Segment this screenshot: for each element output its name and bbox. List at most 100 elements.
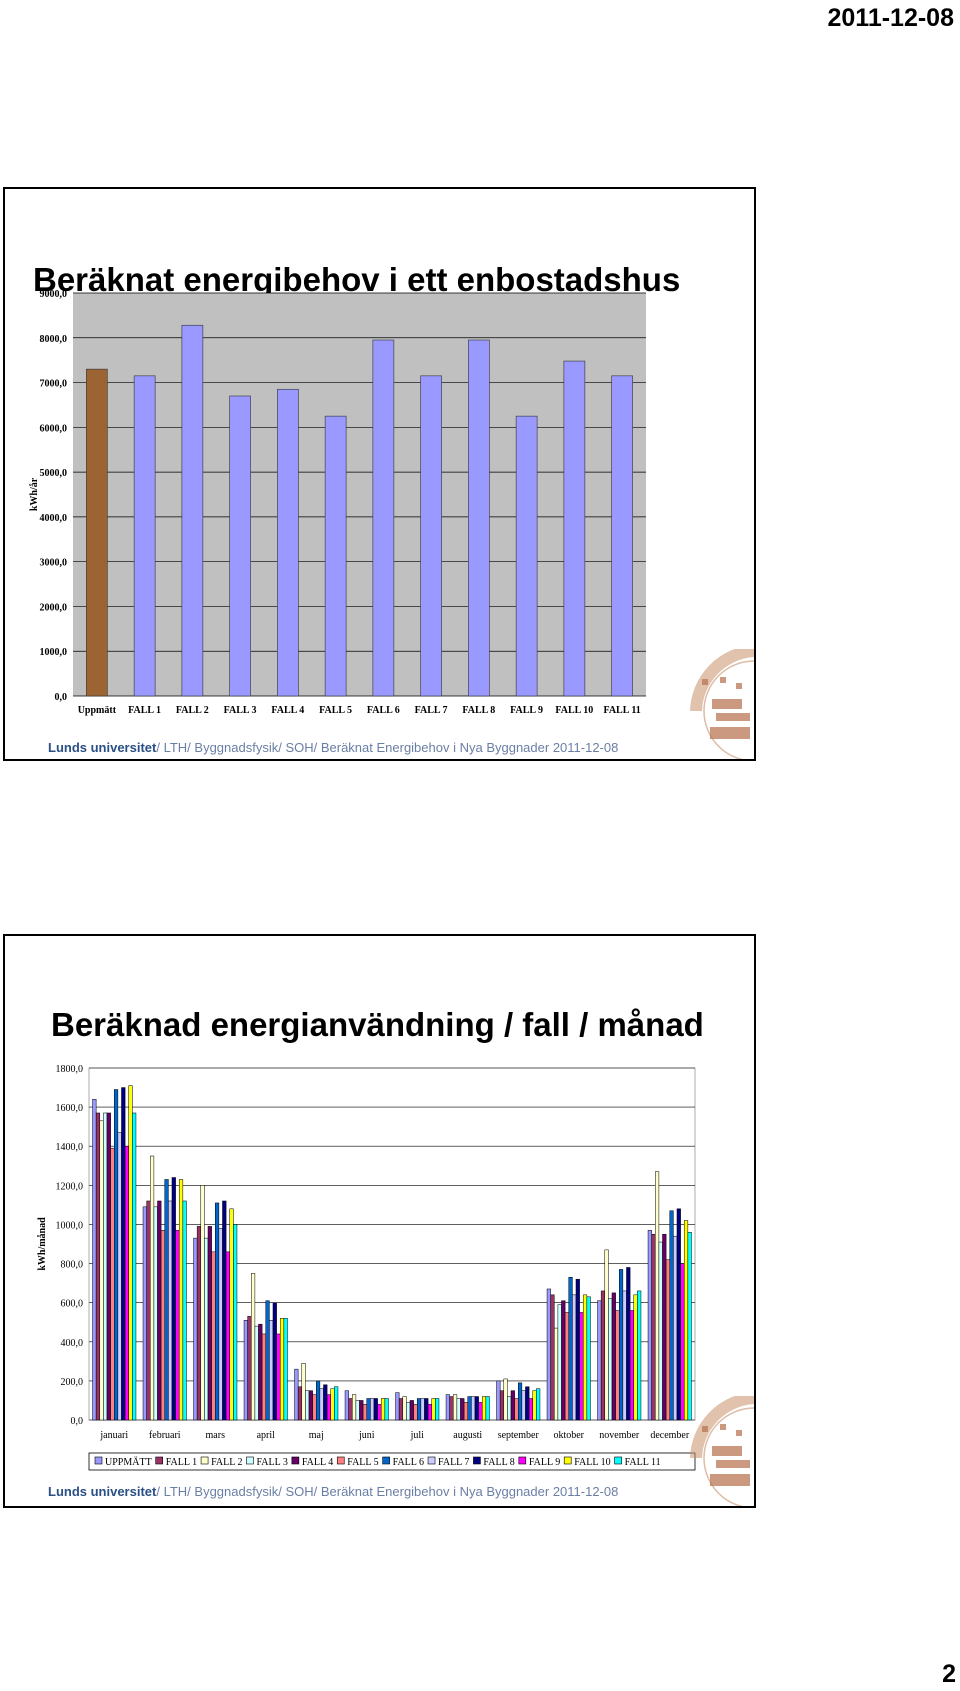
footer-path: / LTH/ Byggnadsfysik/ SOH/ Beräknat Ener… (156, 1484, 619, 1499)
y-tick-label: 600,0 (61, 1299, 84, 1310)
legend-swatch (155, 1456, 163, 1465)
y-tick-label: 6000,0 (40, 423, 68, 434)
bar (305, 1390, 310, 1421)
bar (330, 1388, 335, 1421)
x-tick-label: september (498, 1430, 540, 1441)
legend-label: FALL 8 (483, 1457, 514, 1468)
y-tick-label: 2000,0 (40, 602, 68, 613)
bar (463, 1402, 468, 1421)
x-tick-label: FALL 4 (271, 705, 304, 716)
bar (150, 1155, 155, 1421)
legend-label: UPPMÄTT (105, 1456, 152, 1468)
bar (474, 1396, 479, 1421)
bar (485, 1396, 490, 1421)
plot-area (88, 1067, 696, 1421)
bar (193, 1237, 198, 1421)
bar (435, 1398, 440, 1421)
bar (384, 1398, 389, 1421)
bar (324, 415, 347, 697)
bar (370, 1398, 375, 1421)
bar (326, 1394, 331, 1421)
slide-footer: Lunds universitet/ LTH/ Byggnadsfysik/ S… (48, 1484, 618, 1499)
bar (380, 1398, 386, 1421)
bar (554, 1327, 559, 1421)
bar (417, 1398, 422, 1421)
plot-area (73, 293, 646, 696)
bar (279, 1318, 285, 1421)
bar (518, 1382, 523, 1421)
bar (99, 1120, 104, 1421)
bar (622, 1290, 627, 1421)
y-tick-label: 1800,0 (56, 1064, 84, 1075)
footer-org: Lunds universitet (48, 740, 157, 755)
legend-swatch (518, 1456, 527, 1465)
bar (532, 1390, 537, 1421)
bar (564, 1312, 570, 1421)
legend-box (88, 1452, 696, 1471)
x-tick-label: FALL 9 (510, 705, 543, 716)
legend-label: FALL 7 (438, 1457, 469, 1468)
bar (563, 360, 586, 697)
bar (637, 1290, 642, 1421)
bar (218, 1228, 223, 1421)
bar (316, 1380, 321, 1421)
legend-swatch (563, 1456, 572, 1465)
bar (424, 1398, 429, 1421)
bar (276, 1333, 281, 1421)
bar (467, 1396, 472, 1421)
bar (468, 339, 490, 697)
bar (409, 1400, 414, 1421)
bar (95, 1112, 101, 1421)
bar (431, 1398, 436, 1421)
y-tick-label: 5000,0 (40, 468, 68, 479)
x-tick-label: FALL 5 (319, 705, 352, 716)
bar (348, 1398, 353, 1421)
y-tick-label: 200,0 (61, 1377, 84, 1388)
bar (160, 1230, 165, 1421)
bar (561, 1300, 566, 1421)
y-tick-label: 1200,0 (56, 1181, 84, 1192)
bar (344, 1390, 349, 1421)
slide-annual-energy: Beräknat energibehov i ett enbostadshus … (3, 187, 756, 761)
legend-label: FALL 3 (256, 1457, 287, 1468)
bar (525, 1386, 530, 1421)
bar (507, 1396, 512, 1421)
bar (413, 1404, 418, 1421)
x-tick-label: augusti (453, 1430, 482, 1441)
bar (128, 1085, 133, 1421)
bar (261, 1333, 266, 1421)
bar (445, 1394, 450, 1421)
x-tick-label: FALL 11 (603, 705, 640, 716)
y-tick-label: 1600,0 (56, 1103, 84, 1114)
x-tick-label: december (650, 1430, 690, 1441)
bar (600, 1290, 606, 1421)
slide-title: Beräknad energianvändning / fall / månad (51, 1006, 704, 1043)
bar (611, 375, 633, 697)
bar (233, 1224, 238, 1421)
bar (132, 1112, 137, 1421)
bar (676, 1208, 681, 1421)
bar (536, 1388, 541, 1421)
bar (297, 1386, 303, 1421)
slide-footer: Lunds universitet/ LTH/ Byggnadsfysik/ S… (48, 740, 618, 755)
bar (308, 1390, 313, 1421)
bar (655, 1171, 660, 1421)
bar (229, 395, 251, 697)
bar (283, 1318, 288, 1421)
bar (182, 1200, 187, 1421)
bar (181, 324, 204, 697)
bar (673, 1235, 678, 1421)
bar (597, 1300, 602, 1421)
bar (503, 1378, 508, 1421)
bar (402, 1396, 407, 1421)
bar (582, 1294, 588, 1421)
bar (514, 1398, 519, 1421)
bar (478, 1402, 483, 1421)
bar (471, 1396, 476, 1421)
legend-label: FALL 10 (574, 1457, 610, 1468)
bar (647, 1230, 652, 1421)
bar (121, 1087, 126, 1421)
bar (294, 1368, 299, 1421)
legend-swatch (427, 1456, 436, 1465)
y-tick-label: 1000,0 (56, 1220, 84, 1231)
